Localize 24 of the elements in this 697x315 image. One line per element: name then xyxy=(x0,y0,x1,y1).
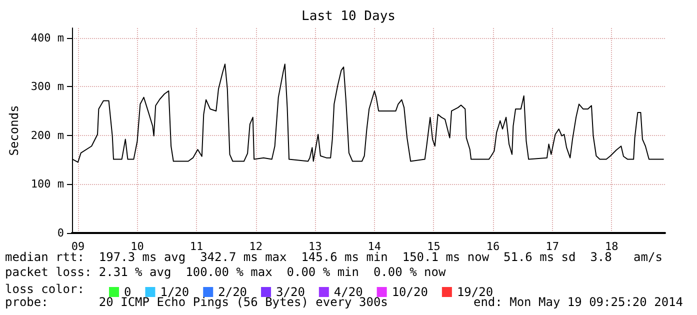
y-tick-label: 300 m xyxy=(30,80,64,94)
x-tick-label: 10 xyxy=(130,240,144,253)
x-tick-label: 18 xyxy=(605,240,618,253)
legend-label: 19/20 xyxy=(456,285,494,299)
legend-label: 4/20 xyxy=(334,285,363,299)
x-tick-label: 11 xyxy=(190,240,204,253)
x-tick-label: 14 xyxy=(368,240,382,253)
x-tick-label: 13 xyxy=(308,240,322,253)
x-tick-label: 17 xyxy=(546,240,559,253)
chart-title: Last 10 Days xyxy=(302,9,396,24)
legend-label: 10/20 xyxy=(392,285,428,299)
legend-label: 3/20 xyxy=(276,285,305,299)
x-tick-label: 12 xyxy=(249,240,262,253)
text: median rtt: 197.3 ms avg 342.7 ms max 145.6 ms min 150.1 ms now 51.6 ms sd 3.8 am/s xyxy=(5,250,662,264)
y-tick-label: 0 xyxy=(57,226,64,240)
y-tick-label: 400 m xyxy=(30,31,64,44)
y-tick-label: 100 m xyxy=(30,178,64,191)
x-tick-label: 09 xyxy=(71,240,85,253)
x-tick-label: 15 xyxy=(427,240,440,253)
x-tick-label: 16 xyxy=(486,240,500,253)
y-axis-title: Seconds xyxy=(7,105,21,156)
y-tick-label: 200 m xyxy=(30,128,64,142)
text: packet loss: 2.31 % avg 100.00 % max 0.00 % min 0.00 % now xyxy=(5,265,446,279)
legend-title: loss color: xyxy=(5,282,84,296)
